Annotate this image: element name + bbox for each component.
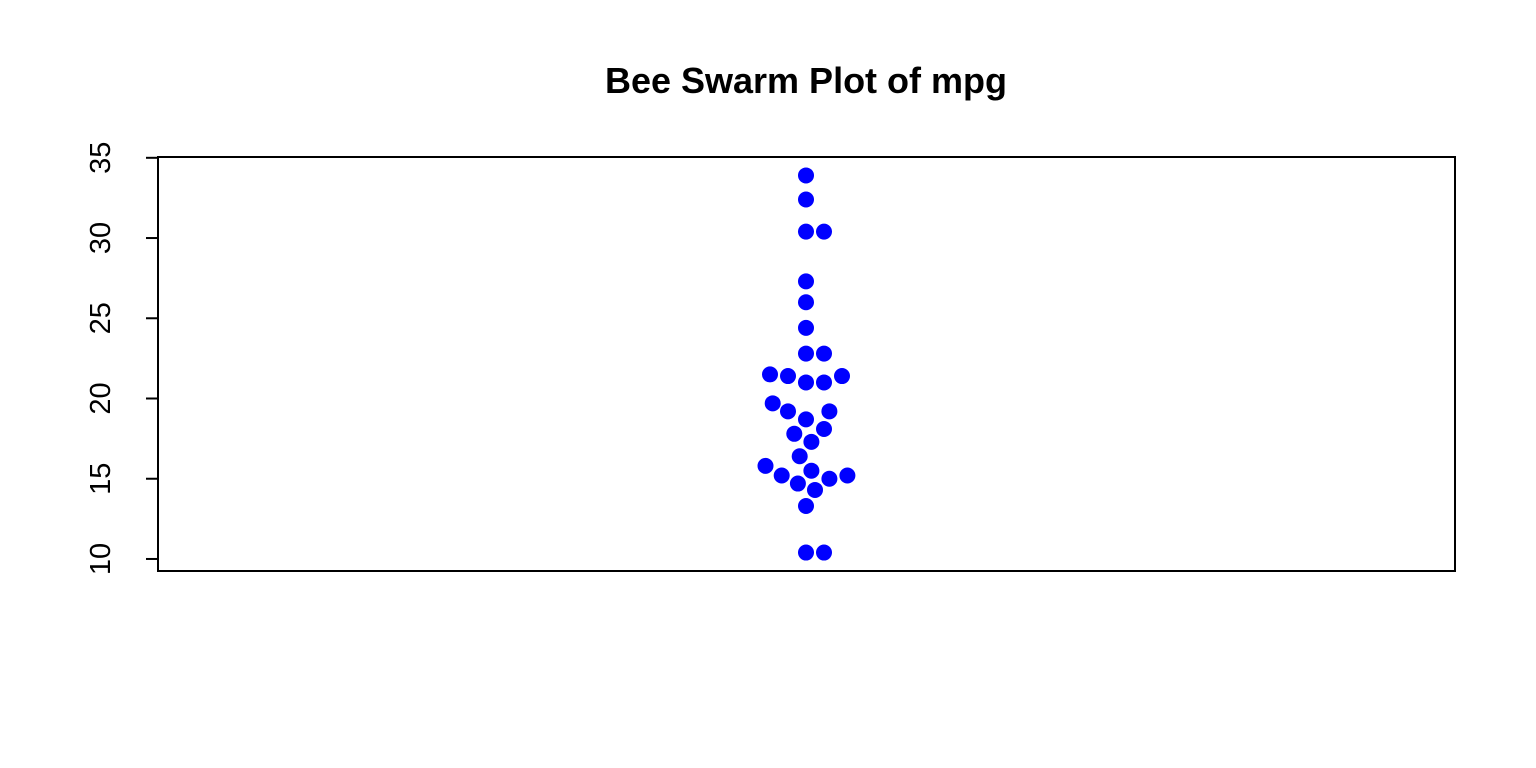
y-tick-label: 35 (85, 142, 117, 174)
data-point (780, 403, 796, 420)
data-point (816, 223, 832, 240)
data-point (791, 448, 808, 465)
data-points (757, 167, 856, 561)
data-point (798, 191, 814, 208)
data-point (798, 223, 814, 240)
data-point (798, 498, 814, 515)
data-point (780, 368, 796, 385)
y-tick-label: 20 (85, 382, 117, 414)
data-point (762, 366, 778, 383)
data-point (834, 368, 850, 385)
data-point (816, 345, 832, 362)
y-tick-label: 25 (85, 302, 117, 334)
data-point (798, 345, 814, 362)
data-point (798, 374, 814, 391)
data-point (816, 374, 832, 391)
data-point (807, 481, 823, 498)
data-point (798, 294, 814, 311)
y-tick-label: 10 (85, 543, 117, 575)
y-tick-label: 30 (85, 222, 117, 254)
y-tick-label: 15 (85, 463, 117, 495)
data-point (821, 470, 838, 487)
data-point (803, 433, 820, 450)
data-point (821, 403, 838, 420)
data-point (798, 411, 814, 428)
data-point (773, 467, 790, 484)
data-point (798, 544, 814, 561)
data-point (789, 475, 806, 492)
data-point (816, 544, 832, 561)
data-point (798, 319, 814, 336)
y-axis: 10 15 20 25 30 35 (85, 142, 158, 575)
data-point (764, 395, 781, 412)
data-point (816, 420, 832, 437)
chart-title: Bee Swarm Plot of mpg (605, 60, 1007, 101)
data-point (786, 425, 803, 442)
data-point (757, 457, 774, 474)
data-point (839, 467, 856, 484)
data-point (803, 462, 820, 479)
data-point (798, 273, 814, 290)
data-point (798, 167, 814, 184)
